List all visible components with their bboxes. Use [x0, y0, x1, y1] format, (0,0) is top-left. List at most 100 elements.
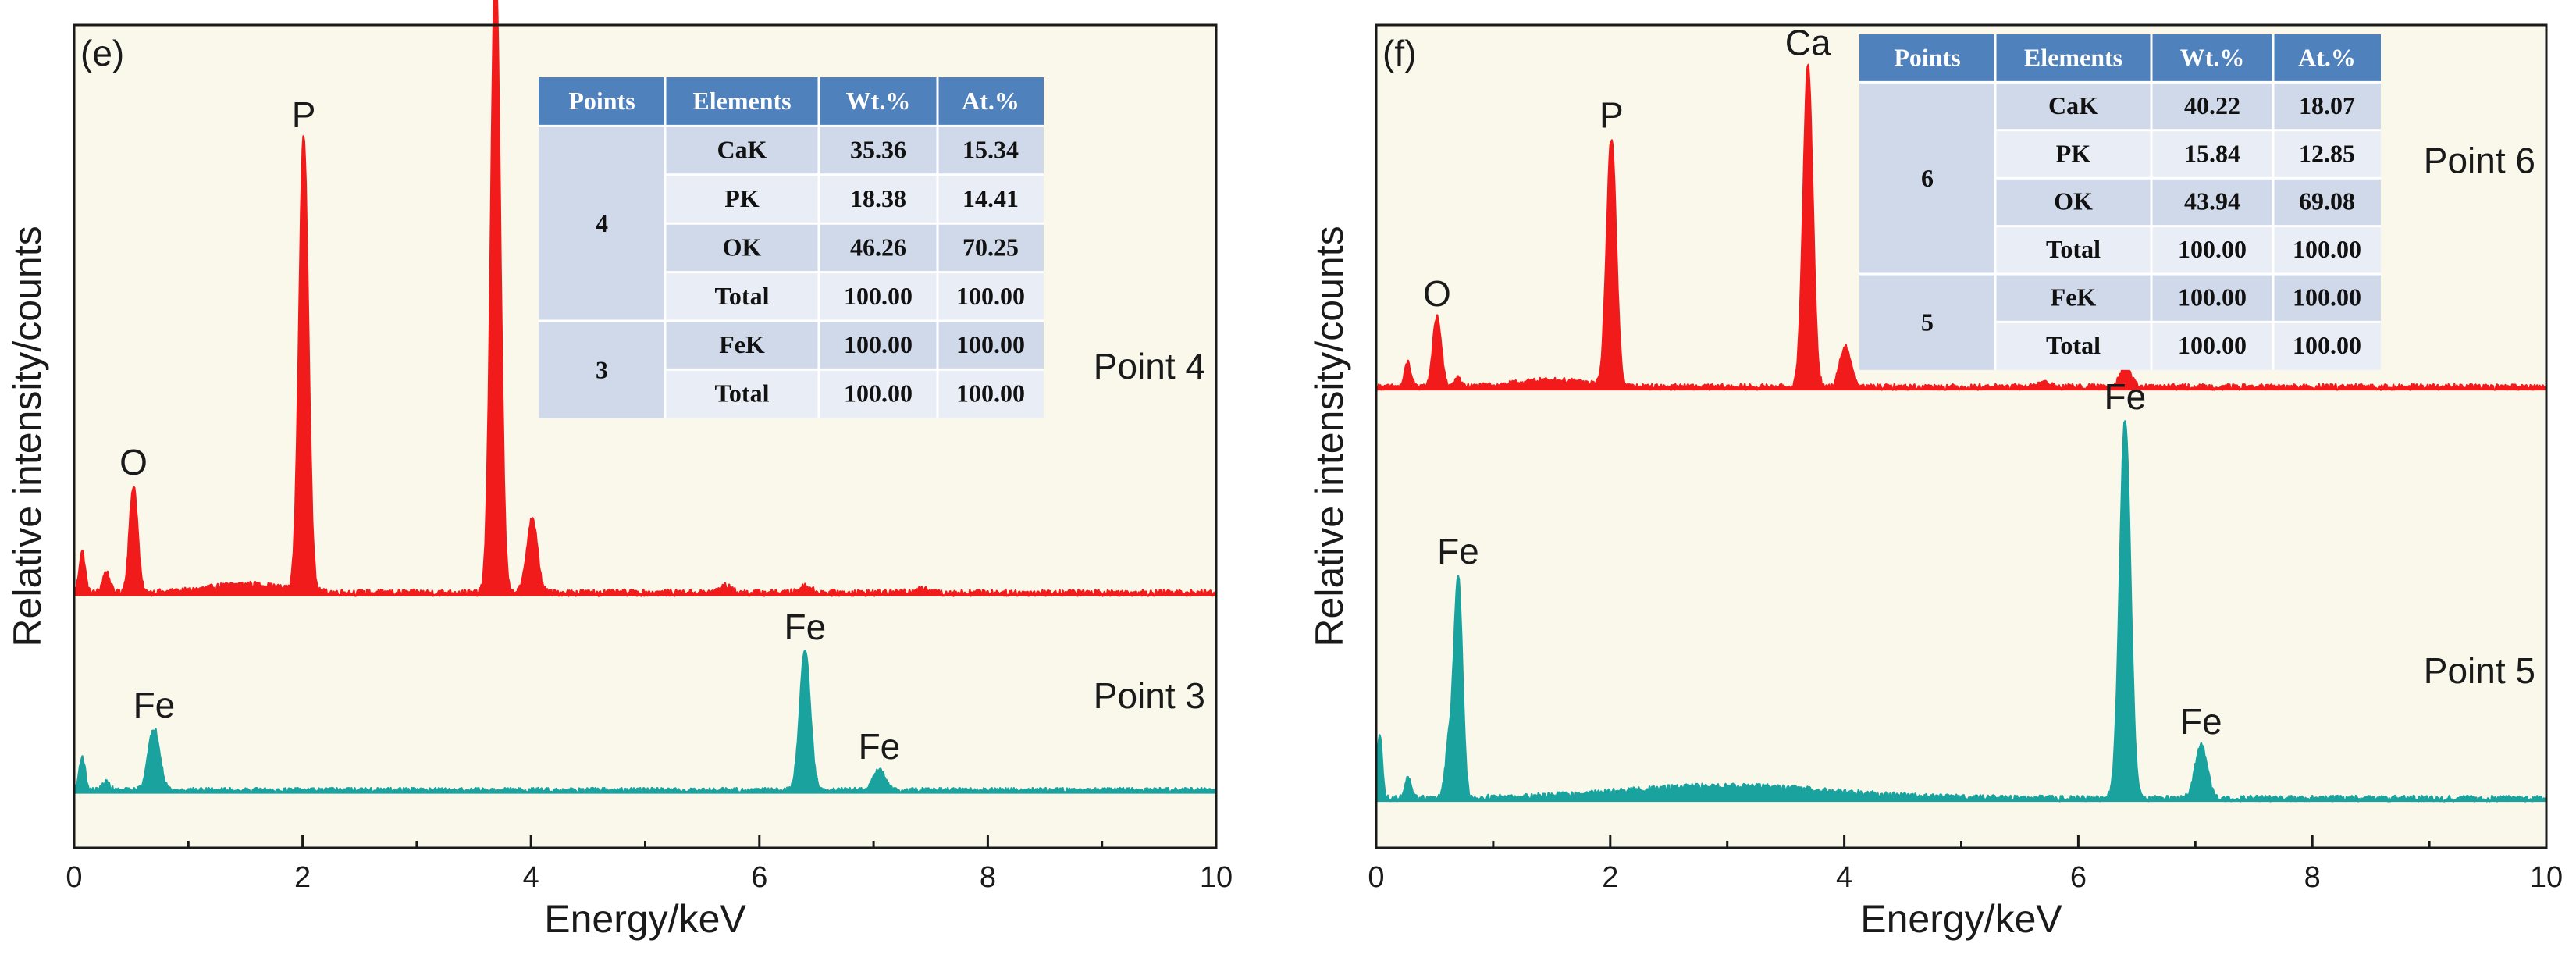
- peak-label-ca: Ca: [1785, 23, 1831, 63]
- table-header-cell: At.%: [962, 87, 1019, 115]
- x-tick-label: 8: [2304, 861, 2321, 894]
- peak-label-fe: Fe: [133, 685, 176, 725]
- table-point-value: 5: [1921, 308, 1934, 336]
- table-header-cell: Wt.%: [2180, 44, 2245, 72]
- table-cell: PK: [724, 184, 760, 212]
- table-cell: 100.00: [2293, 283, 2361, 312]
- series-label-point-6: Point 6: [2424, 141, 2535, 181]
- peak-label-fe: Fe: [859, 726, 901, 767]
- table-cell: FeK: [2051, 283, 2097, 312]
- panel-f: O P Ca Point 6 Fe Fe Fe Point 5 0 2 4 6 8 10 Energy/ke…: [1308, 23, 2563, 941]
- panel-label: (f): [1382, 33, 1416, 73]
- table-cell: OK: [723, 233, 762, 261]
- table-point-cell: [1859, 274, 1995, 370]
- table-cell: 18.38: [850, 184, 906, 212]
- peak-label-p: P: [1599, 95, 1624, 136]
- table-cell: 35.36: [850, 136, 906, 164]
- table-row: [665, 369, 1044, 418]
- table-cell: OK: [2054, 187, 2093, 215]
- x-tick-label: 8: [980, 861, 996, 894]
- table-header-cell: Points: [1894, 44, 1960, 72]
- composition-table: Points Elements Wt.% At.% 6 CaK 40.22 18.07 PK 15…: [1859, 34, 2381, 370]
- series-label-point-3: Point 3: [1094, 675, 1205, 716]
- table-cell: 70.25: [962, 233, 1019, 261]
- table-row: [665, 174, 1044, 224]
- table-header-cell: Elements: [2024, 44, 2122, 72]
- table-cell: FeK: [719, 330, 765, 358]
- series-label-point-4: Point 4: [1094, 346, 1205, 386]
- table-cell: Total: [715, 282, 770, 310]
- table-cell: 100.00: [844, 379, 913, 408]
- table-cell: 100.00: [844, 282, 913, 310]
- table-cell: CaK: [2048, 91, 2098, 119]
- table-header-cell: Wt.%: [846, 87, 911, 115]
- series-label-point-5: Point 5: [2424, 650, 2535, 691]
- table-row: [1995, 178, 2381, 226]
- spectrum-point-4: [73, 0, 1218, 597]
- table-row: [665, 223, 1044, 272]
- table-cell: PK: [2056, 139, 2091, 167]
- table-cell: 100.00: [844, 330, 913, 358]
- composition-table: Points Elements Wt.% At.% 4 CaK 35.36 15.34 PK 18…: [539, 77, 1044, 418]
- table-row: [1995, 274, 2381, 322]
- table-cell: 46.26: [850, 233, 906, 261]
- x-tick-label: 6: [751, 861, 767, 894]
- table-point-cell: [1859, 82, 1995, 275]
- table-row: [665, 126, 1044, 175]
- table-cell: 14.41: [962, 184, 1019, 212]
- table-cell: 15.84: [2184, 139, 2240, 167]
- table-row: [1995, 226, 2381, 274]
- x-tick-label: 6: [2070, 861, 2087, 894]
- table-cell: 40.22: [2184, 91, 2240, 119]
- table-row: [1995, 130, 2381, 179]
- x-tick-label: 4: [523, 861, 539, 894]
- table-point-cell: [539, 321, 665, 418]
- peak-label-o: O: [1423, 273, 1451, 314]
- table-row: [665, 321, 1044, 370]
- table-cell: 100.00: [956, 282, 1025, 310]
- table-cell: 12.85: [2299, 139, 2355, 167]
- spectrum-point-5: [1375, 420, 2548, 803]
- table-cell: Total: [2046, 235, 2101, 263]
- table-cell: 100.00: [2293, 235, 2361, 263]
- table-cell: 43.94: [2184, 187, 2240, 215]
- x-tick-label: 0: [66, 861, 82, 894]
- table-header-row: [1859, 34, 2381, 83]
- peak-label-fe: Fe: [1437, 531, 1479, 572]
- table-cell: 100.00: [2178, 283, 2247, 312]
- peak-label-fe: Fe: [2105, 376, 2147, 417]
- table-point-cell: [539, 126, 665, 321]
- table-cell: 100.00: [956, 330, 1025, 358]
- table-point-value: 6: [1921, 164, 1934, 192]
- peak-label-o: O: [119, 442, 148, 482]
- peak-label-fe: Fe: [784, 607, 826, 647]
- table-header-cell: Elements: [692, 87, 791, 115]
- x-tick-label: 0: [1368, 861, 1384, 894]
- table-point-value: 3: [596, 355, 608, 383]
- table-row: [665, 272, 1044, 321]
- table-point-value: 4: [596, 209, 608, 237]
- y-axis-label: Relative intensity/counts: [5, 226, 49, 646]
- panel-label: (e): [80, 33, 124, 73]
- peak-label-p: P: [292, 94, 316, 135]
- x-tick-label: 10: [1200, 861, 1233, 894]
- peak-label-fe: Fe: [2180, 701, 2222, 742]
- table-cell: CaK: [717, 136, 767, 164]
- table-header-row: [539, 77, 1044, 126]
- table-cell: 100.00: [2293, 331, 2361, 359]
- x-tick-label: 2: [294, 861, 311, 894]
- table-header-cell: Points: [568, 87, 635, 115]
- table-cell: 69.08: [2299, 187, 2355, 215]
- table-row: [1995, 322, 2381, 370]
- table-cell: 100.00: [2178, 331, 2247, 359]
- table-cell: 100.00: [2178, 235, 2247, 263]
- x-axis-label: Energy/keV: [544, 897, 746, 941]
- table-row: [1995, 82, 2381, 130]
- table-header-cell: At.%: [2298, 44, 2356, 72]
- table-cell: Total: [715, 379, 770, 408]
- table-cell: 18.07: [2299, 91, 2355, 119]
- x-axis-label: Energy/keV: [1860, 897, 2062, 941]
- x-tick-label: 10: [2530, 861, 2563, 894]
